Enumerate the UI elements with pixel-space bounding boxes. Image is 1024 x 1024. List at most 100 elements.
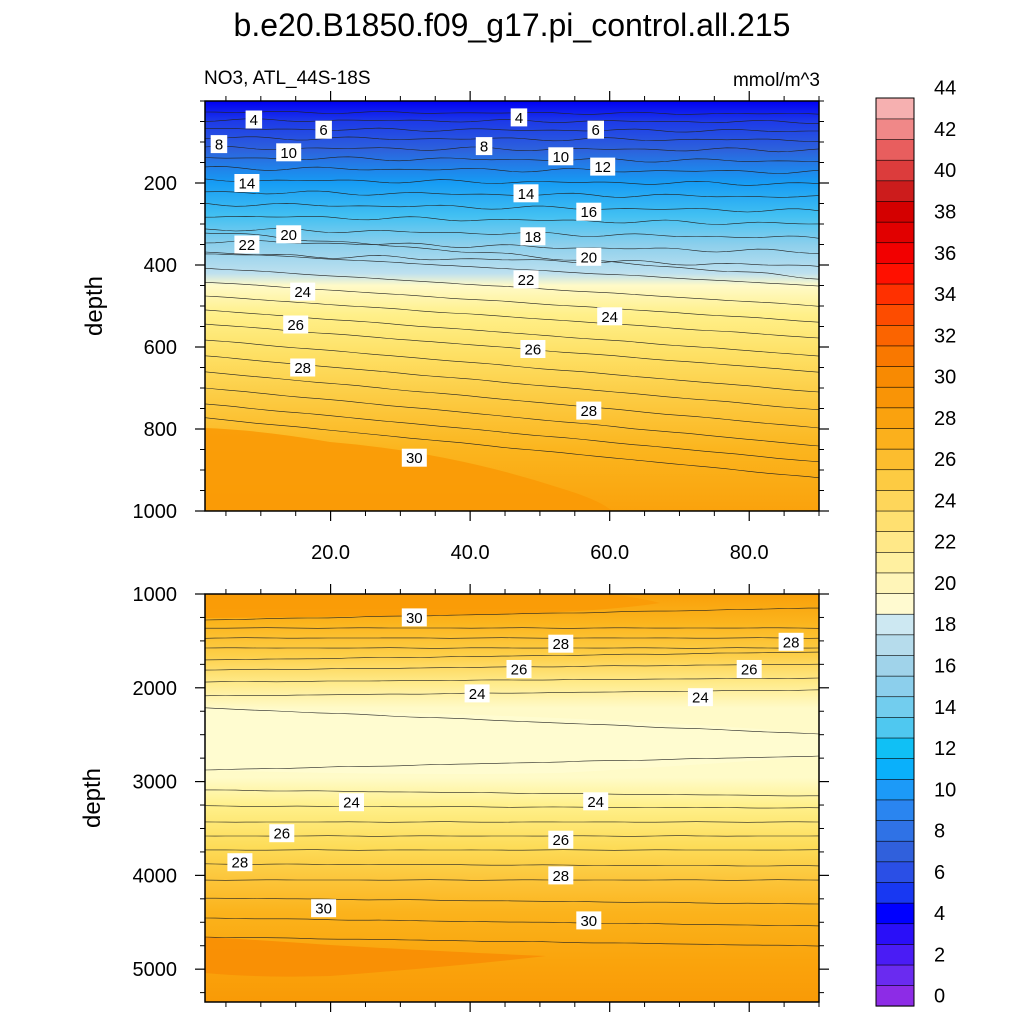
contour-label: 16 (580, 204, 597, 221)
colorbar-label: 32 (934, 325, 956, 347)
contour-line (205, 228, 819, 239)
contour-label-box (548, 147, 574, 166)
y-tick-label: 1000 (133, 501, 178, 523)
contour-label: 6 (319, 122, 327, 139)
colorbar-box (875, 551, 915, 574)
contour-label: 30 (315, 901, 332, 918)
chart-units: mmol/m^3 (733, 70, 820, 91)
colorbar-box (875, 902, 915, 925)
lower-bottom-orange-region (205, 937, 546, 977)
colorbar-box (875, 200, 915, 223)
contour-label-box (210, 135, 228, 154)
contour-line (205, 805, 819, 809)
colorbar-box (875, 221, 915, 244)
colorbar-label: 44 (934, 78, 956, 100)
colorbar-box (875, 118, 915, 140)
contour-line (205, 417, 819, 479)
contour-label-box (464, 684, 490, 703)
y-tick-label: 2000 (133, 678, 178, 700)
contour-label-box (513, 270, 539, 289)
colorbar-box (875, 138, 915, 161)
colorbar-label: 28 (934, 408, 956, 430)
contour-label: 28 (552, 636, 569, 653)
contour-line (205, 387, 819, 447)
contour-label-box (510, 108, 528, 127)
contour-line (205, 897, 819, 905)
colorbar-box (875, 159, 915, 182)
contour-label-box (506, 660, 532, 678)
contour-line (205, 145, 819, 153)
colorbar-label: 40 (934, 160, 956, 182)
y-tick-label: 800 (144, 419, 177, 441)
colorbar-box (875, 840, 915, 863)
contour-label: 20 (280, 227, 297, 244)
contour-label: 4 (515, 110, 523, 127)
contour-label-box (583, 792, 609, 811)
contour-label: 20 (580, 249, 597, 266)
contour-label-box (587, 120, 604, 139)
contour-label-box (475, 137, 493, 156)
contour-label-box (290, 358, 316, 377)
contour-label-box (283, 315, 309, 334)
contour-label-box (276, 143, 302, 162)
contour-line (205, 166, 819, 174)
lower-panel: 30 28 28 26 26 24 24 24 24 26 26 28 28 30 30 1000 2000 3… (79, 584, 829, 1012)
contour-label: 8 (215, 137, 223, 154)
contour-label-box (311, 899, 337, 918)
contour-label-box (401, 448, 427, 467)
y-tick-label: 3000 (133, 772, 178, 794)
contour-line (205, 339, 819, 393)
colorbar-label: 6 (934, 862, 945, 884)
colorbar-box (875, 861, 915, 883)
colorbar-box (875, 654, 915, 677)
contour-label-box (227, 853, 253, 872)
contour-line (205, 156, 819, 163)
upper-contour-lines (205, 111, 819, 479)
contour-line (205, 371, 819, 429)
contour-line (205, 240, 819, 254)
contour-label-box (520, 227, 546, 246)
colorbar-box (875, 592, 915, 615)
colorbar-box (875, 943, 915, 966)
colorbar-box (875, 448, 915, 471)
contour-label: 30 (406, 450, 423, 467)
colorbar-label: 34 (934, 284, 956, 306)
contour-label: 28 (294, 360, 311, 377)
upper-axes: 200 400 600 800 1000 20.0 40.0 60.0 80.0 (133, 91, 829, 564)
contour-line (205, 821, 819, 823)
colorbar-box (875, 613, 915, 636)
colorbar-box (875, 675, 915, 698)
colorbar-box (875, 778, 915, 801)
y-tick-label: 600 (144, 337, 177, 359)
colorbar-label: 36 (934, 243, 956, 265)
colorbar-box (875, 634, 915, 656)
contour-label: 26 (273, 826, 290, 843)
contour-label-box (315, 120, 332, 139)
colorbar-box (875, 964, 915, 986)
contour-line (205, 251, 819, 287)
contour-label: 30 (406, 610, 423, 627)
x-tick-label: 20.0 (311, 542, 350, 564)
colorbar-box (875, 386, 915, 409)
chart-title: b.e20.B1850.f09_g17.pi_control.all.215 (234, 7, 791, 43)
lower-contour-labels: 30 28 28 26 26 24 24 24 24 26 26 28 28 30 30 (227, 608, 804, 930)
lower-top-orange-region (205, 594, 660, 618)
contour-label: 28 (232, 855, 249, 872)
colorbar-label: 8 (934, 821, 945, 843)
colorbar-label: 30 (934, 367, 956, 389)
colorbar-box (875, 572, 915, 594)
colorbar-label: 14 (934, 697, 956, 719)
colorbar-box (875, 304, 915, 326)
contour-label-box (778, 632, 804, 651)
contour-label: 26 (525, 342, 542, 359)
contour-label: 26 (741, 662, 758, 679)
colorbar-box (875, 324, 915, 347)
contour-label-box (513, 184, 539, 203)
chart-subtitle-left: NO3, ATL_44S-18S (204, 68, 371, 89)
contour-line (205, 689, 819, 697)
contour-line (205, 127, 819, 133)
contour-line (205, 936, 819, 947)
contour-label-box (269, 824, 295, 843)
colorbar-label: 38 (934, 202, 956, 224)
